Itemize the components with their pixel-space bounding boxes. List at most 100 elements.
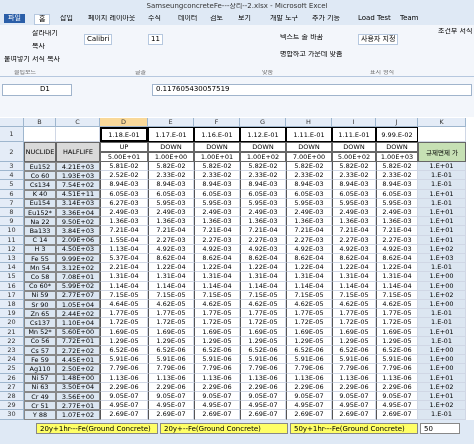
row-header[interactable]: 1: [0, 127, 24, 142]
cell[interactable]: 1.12.E-01: [240, 127, 286, 142]
cell[interactable]: 2.49E-03: [194, 208, 240, 218]
cell[interactable]: 2.29E-06: [148, 382, 194, 392]
cell[interactable]: 1.E+01: [418, 235, 466, 245]
depth-cell[interactable]: 1.00E+03: [376, 152, 418, 162]
cell[interactable]: 7.21E-04: [194, 226, 240, 236]
cell[interactable]: 5.37E-04: [100, 254, 148, 264]
cell[interactable]: 2.49E-03: [100, 208, 148, 218]
sheet-tab[interactable]: 50: [420, 423, 460, 434]
cell[interactable]: 5.95E-03: [240, 198, 286, 208]
ribbon-button[interactable]: 조건부 서식: [438, 28, 473, 35]
cell[interactable]: 5.82E-02: [240, 162, 286, 172]
cell[interactable]: Y 88: [24, 410, 56, 420]
cell[interactable]: 2.52E-02: [100, 171, 148, 181]
column-header[interactable]: E: [148, 118, 194, 127]
cell[interactable]: 3.84E+03: [56, 226, 100, 236]
cell[interactable]: 2.29E-06: [194, 382, 240, 392]
row-header[interactable]: 12: [0, 244, 24, 254]
column-header[interactable]: F: [194, 118, 240, 127]
cell[interactable]: 2.27E-03: [332, 235, 376, 245]
cell[interactable]: 5.82E-02: [286, 162, 332, 172]
cell[interactable]: 1.77E-05: [194, 309, 240, 319]
size-box[interactable]: 11: [148, 34, 163, 45]
cell[interactable]: 1.29E-05: [148, 336, 194, 346]
row-header[interactable]: 10: [0, 226, 24, 236]
cell[interactable]: 1.E+01: [418, 392, 466, 402]
cell[interactable]: 1.E+00: [418, 272, 466, 282]
sheet-tab[interactable]: 50y+1hr---Fe(Ground Concrete): [290, 423, 418, 434]
ribbon-tab[interactable]: 추가 기능: [312, 15, 340, 22]
cell[interactable]: 1.77E-05: [376, 309, 418, 319]
cell[interactable]: 7.15E-05: [286, 290, 332, 300]
cell[interactable]: 5.60E+00: [56, 327, 100, 337]
cell[interactable]: 1.14E-04: [100, 281, 148, 291]
cell[interactable]: 4.95E-07: [332, 401, 376, 411]
cell[interactable]: 1.72E-05: [100, 318, 148, 328]
cell[interactable]: 7.79E-06: [100, 364, 148, 374]
row-header[interactable]: 30: [0, 410, 24, 420]
depth-cell[interactable]: 1.00E+02: [240, 152, 286, 162]
cell[interactable]: 1.22E-04: [194, 263, 240, 273]
cell[interactable]: 1.72E-05: [194, 318, 240, 328]
cell[interactable]: 1.22E-04: [376, 263, 418, 273]
cell[interactable]: 4.95E-07: [376, 401, 418, 411]
cell[interactable]: 1.72E-05: [148, 318, 194, 328]
cell[interactable]: 1.69E-05: [100, 327, 148, 337]
direction-cell[interactable]: DOWN: [194, 142, 240, 152]
cell[interactable]: 7.21E-04: [332, 226, 376, 236]
row-header[interactable]: 7: [0, 198, 24, 208]
cell[interactable]: 1.E+02: [418, 401, 466, 411]
column-header[interactable]: K: [418, 118, 466, 127]
cell[interactable]: Co 58: [24, 272, 56, 282]
cell[interactable]: 6.52E-06: [286, 346, 332, 356]
cell[interactable]: 2.49E-03: [148, 208, 194, 218]
cell[interactable]: 1.E+00: [418, 355, 466, 365]
header-cell[interactable]: 규제면제 가: [418, 142, 466, 162]
cell[interactable]: 6.05E-03: [100, 189, 148, 199]
cell[interactable]: 2.77E+07: [56, 290, 100, 300]
cell[interactable]: 1.29E-05: [332, 336, 376, 346]
direction-cell[interactable]: DOWN: [148, 142, 194, 152]
cell[interactable]: 4.51E+11: [56, 189, 100, 199]
cell[interactable]: 9.05E-07: [376, 392, 418, 402]
cell[interactable]: 2.29E-06: [332, 382, 376, 392]
cell[interactable]: 6.05E-03: [148, 189, 194, 199]
cell[interactable]: 8.62E-04: [240, 254, 286, 264]
cell[interactable]: 4.21E+03: [56, 162, 100, 172]
cell[interactable]: 8.94E-03: [100, 180, 148, 190]
cell[interactable]: 1.13E-06: [376, 373, 418, 383]
cell[interactable]: 5.91E-06: [332, 355, 376, 365]
cell[interactable]: 1.48E+00: [56, 373, 100, 383]
cell[interactable]: 1.69E-05: [286, 327, 332, 337]
cell[interactable]: 5.91E-06: [240, 355, 286, 365]
ribbon-tab[interactable]: Team: [400, 15, 419, 22]
row-header[interactable]: 25: [0, 364, 24, 374]
ribbon-tab[interactable]: 데이터: [178, 15, 198, 22]
row-header[interactable]: 24: [0, 355, 24, 365]
cell[interactable]: 1.55E-04: [100, 235, 148, 245]
cell[interactable]: 1.36E-03: [148, 217, 194, 227]
cell[interactable]: Eu152*: [24, 208, 56, 218]
cell[interactable]: 1.77E-05: [240, 309, 286, 319]
cell[interactable]: C 14: [24, 235, 56, 245]
cell[interactable]: 5.82E-02: [148, 162, 194, 172]
row-header[interactable]: 17: [0, 290, 24, 300]
cell[interactable]: Ni 63: [24, 382, 56, 392]
cell[interactable]: 2.21E-04: [100, 263, 148, 273]
ribbon-tab[interactable]: 보기: [238, 15, 251, 22]
column-header[interactable]: H: [286, 118, 332, 127]
cell[interactable]: 1.31E-04: [148, 272, 194, 282]
ribbon-tab[interactable]: Load Test: [358, 15, 391, 22]
cell[interactable]: 4.62E-05: [148, 300, 194, 310]
cell[interactable]: 6.52E-06: [148, 346, 194, 356]
cell[interactable]: 2.69E-07: [194, 410, 240, 420]
row-header[interactable]: 21: [0, 327, 24, 337]
ribbon-button[interactable]: 텍스트 줄 바꿈: [280, 34, 324, 41]
cell[interactable]: 1.11.E-01: [286, 127, 332, 142]
cell[interactable]: 1.29E-05: [376, 336, 418, 346]
cell[interactable]: 8.94E-03: [194, 180, 240, 190]
cell[interactable]: 1.22E-04: [240, 263, 286, 273]
ribbon-tab[interactable]: 삽입: [60, 15, 73, 22]
cell[interactable]: 2.27E-03: [376, 235, 418, 245]
cell[interactable]: 2.33E-02: [376, 171, 418, 181]
